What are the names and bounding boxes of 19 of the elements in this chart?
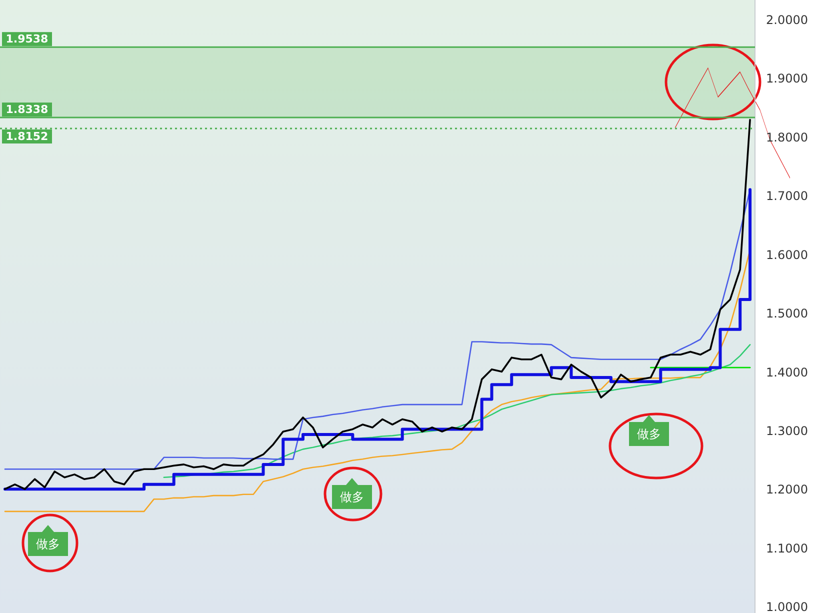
ref-line-label: 1.8152 <box>6 130 48 143</box>
y-tick-label: 1.7000 <box>766 189 808 204</box>
annotation: 做多 <box>629 415 669 446</box>
annotation: 做多 <box>340 490 364 504</box>
y-tick-label: 1.5000 <box>766 306 808 321</box>
annotation: 做多 <box>28 525 68 556</box>
annotation: 做多 <box>637 427 661 441</box>
y-tick-label: 1.2000 <box>766 482 808 497</box>
y-tick-label: 1.3000 <box>766 424 808 438</box>
annotation: 做多 <box>332 478 372 509</box>
y-tick-label: 1.6000 <box>766 248 808 262</box>
y-tick-label: 2.0000 <box>766 12 808 27</box>
ref-line-label: 1.8338 <box>6 103 48 116</box>
y-tick-label: 1.1000 <box>766 541 808 556</box>
y-tick-label: 1.9000 <box>766 72 808 86</box>
ref-line-label: 1.9538 <box>6 32 48 46</box>
y-tick-label: 1.0000 <box>766 600 808 613</box>
y-tick-label: 1.4000 <box>766 365 808 380</box>
annotation: 做多 <box>36 537 60 551</box>
